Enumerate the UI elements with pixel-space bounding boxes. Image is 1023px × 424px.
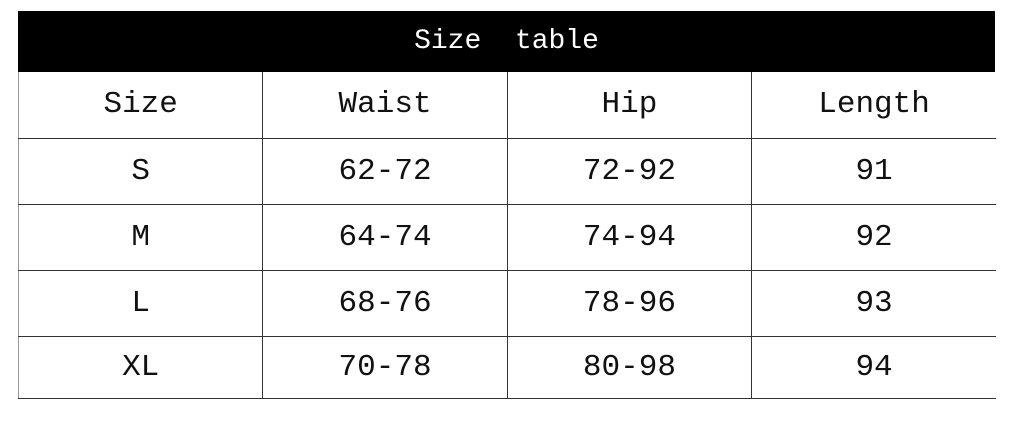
cell-hip: 72-92 [506, 137, 753, 205]
header-row: Size Waist Hip Length [17, 72, 996, 139]
cell-size: S [17, 137, 264, 205]
cell-size: M [17, 203, 264, 271]
table-row: XL 70-78 80-98 94 [17, 335, 996, 399]
table-row: L 68-76 78-96 93 [17, 269, 996, 337]
header-waist: Waist [262, 72, 508, 139]
table-row: M 64-74 74-94 92 [17, 203, 996, 271]
cell-hip: 74-94 [506, 203, 753, 271]
cell-size: XL [17, 335, 264, 399]
header-length: Length [751, 72, 996, 139]
cell-hip: 80-98 [506, 335, 753, 399]
cell-length: 93 [751, 269, 996, 337]
header-size: Size [17, 72, 264, 139]
cell-waist: 64-74 [262, 203, 508, 271]
cell-length: 94 [751, 335, 996, 399]
table-title: Size table [18, 11, 995, 72]
header-hip: Hip [506, 72, 753, 139]
cell-hip: 78-96 [506, 269, 753, 337]
table-row: S 62-72 72-92 91 [17, 137, 996, 205]
cell-waist: 68-76 [262, 269, 508, 337]
cell-waist: 70-78 [262, 335, 508, 399]
cell-length: 91 [751, 137, 996, 205]
size-table: Size Waist Hip Length S 62-72 72-92 91 M… [17, 72, 996, 399]
cell-size: L [17, 269, 264, 337]
cell-length: 92 [751, 203, 996, 271]
cell-waist: 62-72 [262, 137, 508, 205]
